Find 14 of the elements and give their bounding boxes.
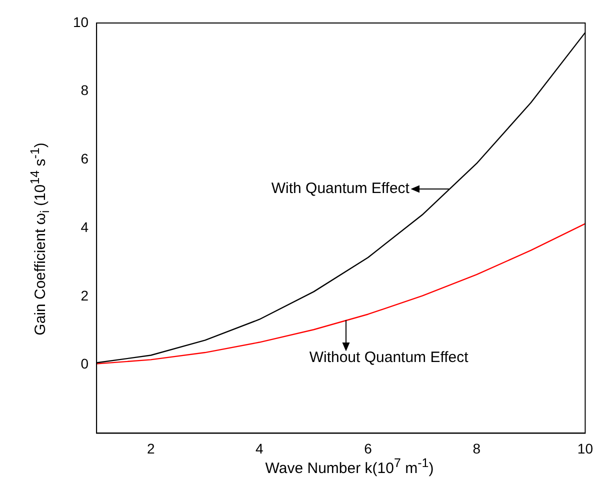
x-tick-label: 8	[472, 440, 481, 456]
y-tick-label: 8	[80, 82, 89, 98]
x-tick-label: 6	[364, 440, 372, 456]
y-tick-label: 4	[80, 218, 89, 235]
x-tick-label: 10	[577, 440, 594, 456]
y-tick-label: 2	[80, 287, 89, 304]
annotation: With Quantum Effect	[271, 180, 410, 197]
annotation: Without Quantum Effect	[309, 349, 470, 366]
x-tick-label: 4	[256, 440, 264, 456]
x-tick-label: 2	[146, 440, 155, 456]
x-axis-title: Wave Number k(10$^{7}$ m$^{-1}$)	[264, 456, 435, 477]
y-tick-label: 10	[72, 14, 89, 30]
y-tick-label: 6	[80, 150, 89, 167]
y-tick-label: 0	[80, 356, 89, 372]
